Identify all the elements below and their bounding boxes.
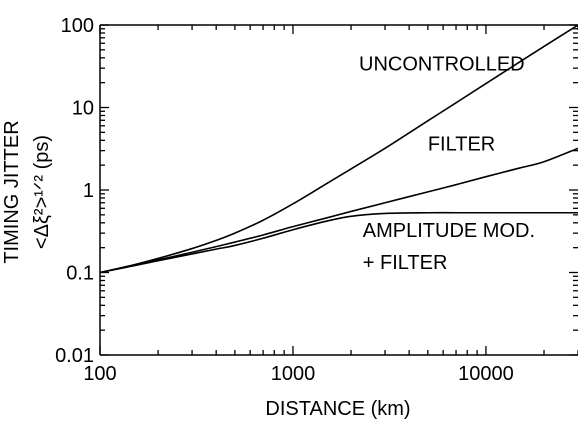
y-tick-label: 0.01 [55,345,94,367]
y-tick-label: 100 [61,15,94,37]
axis-ticks [99,24,578,356]
series-annotation: AMPLITUDE MOD. [363,220,535,242]
y-tick-label: 10 [72,98,94,120]
series-line-filter [99,147,578,274]
series-line-amplitude-mod-filter [99,211,578,274]
y-tick-label: 0.1 [66,263,94,285]
series-lines [99,24,578,274]
y-axis-title-line1: TIMING JITTER [1,120,23,263]
x-tick-label: 1000 [271,363,316,385]
series-annotations: UNCONTROLLED FILTER AMPLITUDE MOD. + FILTER [359,54,535,274]
y-tick-label: 1 [83,180,94,202]
x-axis-title: DISTANCE (km) [265,398,410,420]
series-line-uncontrolled [99,24,578,274]
axis-tick-labels: 0.01 0.1 1 10 100 100 1000 10000 [55,15,514,385]
y-axis-title-line2: <Δξ²>¹ᐟ² (ps) [31,135,53,249]
series-annotation: FILTER [428,134,495,156]
x-tick-label: 100 [83,363,116,385]
x-tick-label: 10000 [458,363,514,385]
series-annotation: + FILTER [363,252,448,274]
series-annotation: UNCONTROLLED [359,54,525,76]
